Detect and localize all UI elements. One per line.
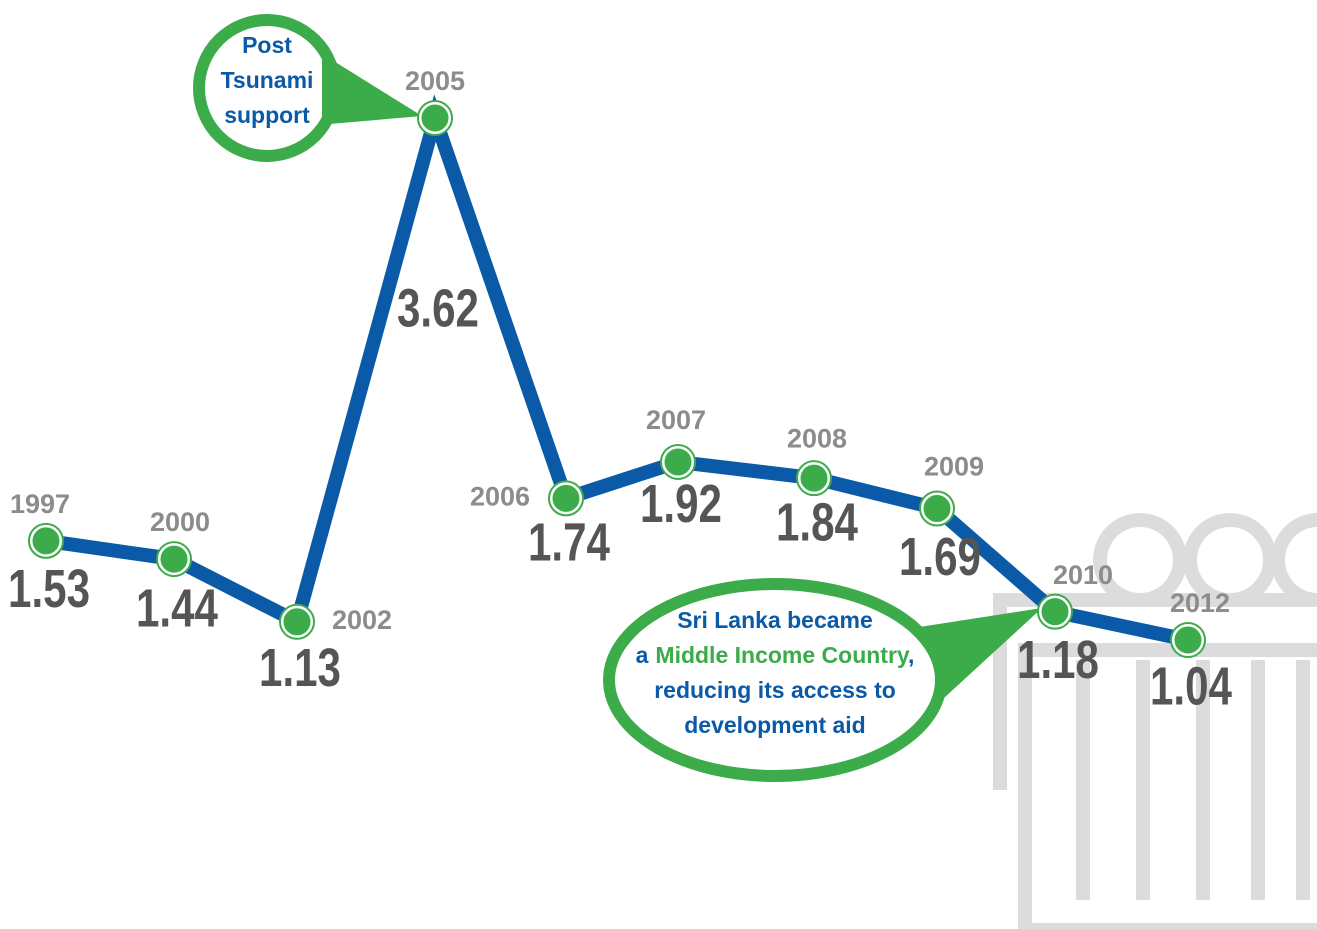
value-label: 1.92 bbox=[640, 474, 722, 534]
callout-tsunami bbox=[193, 14, 422, 162]
value-label: 1.13 bbox=[259, 638, 341, 698]
value-label: 1.18 bbox=[1017, 630, 1099, 690]
point-ring bbox=[919, 490, 955, 527]
point-ring bbox=[279, 603, 315, 640]
annotation: support bbox=[224, 102, 310, 128]
year-label: 2010 bbox=[1053, 560, 1113, 590]
point-ring bbox=[417, 100, 453, 136]
point-ring bbox=[1170, 622, 1206, 658]
point-ring bbox=[660, 443, 696, 480]
annotation: development aid bbox=[684, 712, 865, 738]
line bbox=[45, 94, 1190, 647]
value-label: 1.74 bbox=[528, 513, 610, 573]
point-ring bbox=[548, 480, 584, 517]
year-label: 1997 bbox=[10, 489, 70, 519]
year-label: 2009 bbox=[924, 452, 984, 482]
value-label: 1.44 bbox=[136, 578, 218, 638]
year-label: 2007 bbox=[646, 405, 706, 435]
year-label: 2006 bbox=[470, 481, 530, 511]
year-label: 2008 bbox=[787, 423, 847, 453]
point-ring bbox=[1037, 593, 1073, 630]
value-label: 1.84 bbox=[776, 492, 858, 552]
annotation: Sri Lanka became bbox=[677, 607, 873, 633]
year-label: 2002 bbox=[332, 605, 392, 635]
annotation-part: Middle Income Country bbox=[655, 642, 910, 668]
point bbox=[418, 101, 452, 135]
background-pillar bbox=[993, 513, 1317, 929]
point bbox=[920, 491, 954, 525]
annotation-part: a bbox=[636, 642, 649, 668]
value-label: 3.62 bbox=[397, 278, 479, 338]
point bbox=[1171, 623, 1205, 657]
annotation: reducing its access to bbox=[654, 677, 896, 703]
annotation: a Middle Income Country, bbox=[636, 642, 915, 668]
value-label: 1.69 bbox=[899, 527, 981, 587]
point bbox=[280, 605, 314, 639]
point bbox=[549, 481, 583, 515]
point-ring bbox=[796, 460, 832, 497]
point bbox=[157, 542, 191, 576]
point bbox=[797, 461, 831, 495]
annotation-part: , bbox=[908, 642, 914, 668]
year-label: 2012 bbox=[1170, 588, 1230, 618]
value-label: 1.53 bbox=[8, 559, 90, 619]
point-ring bbox=[156, 541, 192, 578]
point-ring bbox=[28, 522, 64, 559]
callout-mic bbox=[603, 578, 1042, 782]
year-label: 2005 bbox=[405, 66, 465, 96]
point bbox=[29, 524, 63, 558]
annotation: Tsunami bbox=[221, 67, 314, 93]
point bbox=[1038, 595, 1072, 629]
point bbox=[661, 445, 695, 479]
annotation: Post bbox=[242, 32, 292, 58]
year-label: 2000 bbox=[150, 507, 210, 537]
value-label: 1.04 bbox=[1150, 656, 1232, 716]
